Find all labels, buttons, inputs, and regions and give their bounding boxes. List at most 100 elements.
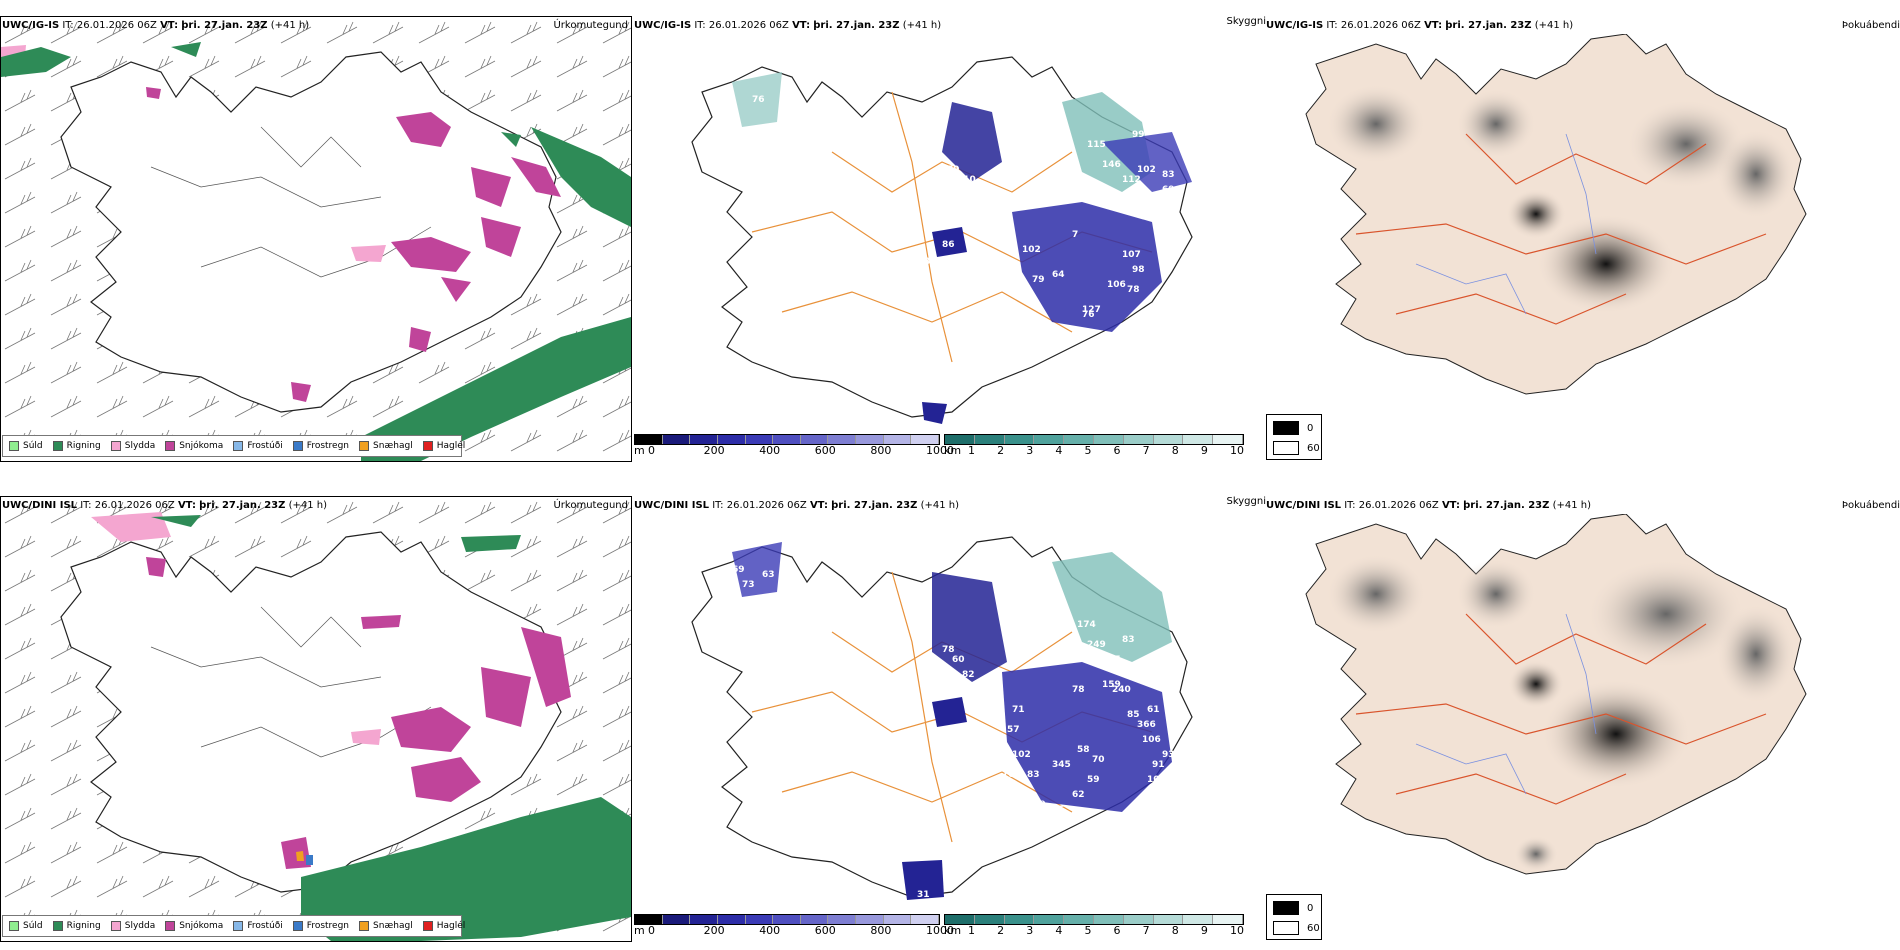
visibility-value-label: 61 [1147, 705, 1160, 715]
it-label: IT: [80, 500, 92, 511]
lead-time: (+41 h) [288, 500, 328, 511]
colorbar-tick-label: 1000 [926, 924, 954, 937]
colorbar-unit: m [634, 444, 645, 457]
colorbar-unit: km [944, 444, 962, 457]
colorbar-tick-label: 0 [648, 924, 655, 937]
vt-label: VT: [1441, 500, 1460, 511]
legend-item: Frostúði [233, 441, 283, 451]
colorbar-tick-label: 800 [870, 444, 892, 457]
colorbar-tick-label: 600 [814, 444, 836, 457]
model-name: UWC/DINI ISL [2, 500, 78, 511]
visibility-value-label: 109 [972, 705, 991, 715]
colorbar-cell [635, 915, 663, 924]
visibility-value-label: 85 [1052, 805, 1065, 815]
lead-time: (+41 h) [902, 20, 942, 31]
vt-label: VT: [177, 500, 196, 511]
lead-time: (+41 h) [1534, 20, 1574, 31]
fog-legend-item: 60 [1273, 921, 1320, 935]
fog-panel-top: UWC/IG-IS IT: 26.01.2026 06Z VT: þri. 27… [1266, 16, 1900, 462]
visibility-value-label: 102 [1137, 165, 1156, 175]
it-label: IT: [62, 20, 74, 31]
fog-map [1305, 514, 1807, 875]
panel-title: Þokuábendi [1841, 500, 1900, 511]
visibility-value-label: 133 [977, 685, 996, 695]
colorbar-cell [1183, 915, 1214, 924]
visibility-value-label: 83 [1027, 770, 1040, 780]
visibility-value-label: 93 [1162, 750, 1175, 760]
colorbar-cell [1034, 435, 1065, 444]
colorbar-tick-label: 4 [1055, 924, 1063, 937]
visibility-value-label: 115 [1087, 140, 1106, 150]
colorbar-tick-label: 10 [1230, 924, 1244, 937]
visibility-value-label: 110 [957, 175, 976, 185]
visibility-value-label: 130 [977, 210, 996, 220]
visibility-value-label: 149 [1027, 800, 1046, 810]
map-frame [0, 16, 632, 462]
it-value: 26.01.2026 06Z [1340, 20, 1421, 31]
colorbar-tick-label: 8 [1171, 444, 1179, 457]
visibility-value-label: 105 [962, 195, 981, 205]
colorbar-tick-label: 200 [703, 924, 725, 937]
legend-item: Frostúði [233, 921, 283, 931]
visibility-value-label: 106 [1107, 280, 1126, 290]
legend-item: Haglél [422, 921, 465, 931]
legend-item: Súld [9, 441, 43, 451]
visibility-patches [732, 72, 1192, 424]
model-name: UWC/DINI ISL [634, 500, 710, 511]
visibility-value-label: 102 [1022, 245, 1041, 255]
visibility-patches [732, 542, 1172, 900]
visibility-value-label: 31 [917, 890, 930, 900]
colorbar-cell [800, 435, 829, 444]
colorbar-cell [828, 915, 857, 924]
panel-header: UWC/IG-IS IT: 26.01.2026 06Z VT: þri. 27… [2, 20, 309, 32]
colorbar-cell [1093, 915, 1124, 924]
visibility-value-label: 83 [1122, 635, 1135, 645]
visibility-value-label: 81 [924, 257, 937, 267]
visibility-value-label: 159 [1102, 680, 1121, 690]
lead-time: (+41 h) [920, 500, 960, 511]
fog-legend-item: 0 [1273, 901, 1313, 915]
visibility-value-label: 49 [1102, 335, 1115, 345]
vt-label: VT: [809, 500, 828, 511]
colorbar-cell [911, 435, 940, 444]
visibility-value-label: 63 [762, 570, 775, 580]
colorbar-tick-label: 2 [997, 444, 1005, 457]
precip-legend: Súld Rigning Slydda Snjókoma Frostúði Fr… [2, 435, 465, 457]
colorbar-cell [717, 915, 746, 924]
map-frame [0, 496, 632, 942]
legend-item: Frostregn [292, 441, 349, 451]
precip-panel-bottom: UWC/DINI ISL IT: 26.01.2026 06Z VT: þri.… [0, 496, 632, 942]
colorbar-cell [1064, 435, 1094, 444]
visibility-value-label: 102 [1147, 775, 1166, 785]
colorbar-cell [1064, 915, 1094, 924]
colorbar-tick-label: 1 [968, 924, 975, 937]
colorbar-tick-label: 4 [1055, 444, 1063, 457]
it-value: 26.01.2026 06Z [726, 500, 807, 511]
visibility-value-label: 205 [1102, 655, 1121, 665]
colorbar-m: m 0 200 400 600 800 1000 [634, 914, 954, 942]
colorbar-tick-label: 3 [1026, 444, 1034, 457]
visibility-value-label: 86 [942, 240, 955, 250]
visibility-panel-bottom: UWC/DINI ISL IT: 26.01.2026 06Z VT: þri.… [632, 496, 1266, 942]
colorbar-unit: m [634, 924, 645, 937]
colorbar-cell [828, 435, 857, 444]
visibility-value-label: 11 [1167, 220, 1180, 230]
colorbar-tick-label: 9 [1200, 924, 1208, 937]
visibility-value-label: 70 [932, 730, 945, 740]
visibility-value-label: 237 [962, 730, 981, 740]
colorbar-tick-label: 400 [759, 444, 781, 457]
visibility-value-label: 59 [1087, 775, 1100, 785]
colorbar-m: m 0 200 400 600 800 1000 [634, 434, 954, 462]
colorbar-tick-label: 1 [968, 444, 975, 457]
visibility-value-label: 82 [962, 670, 975, 680]
colorbar-cell [800, 915, 829, 924]
colorbar-cell [773, 435, 801, 444]
vt-label: VT: [1424, 20, 1443, 31]
legend-item: Snjókoma [165, 441, 223, 451]
it-value: 26.01.2026 06Z [708, 20, 789, 31]
visibility-value-label: 81 [947, 725, 960, 735]
visibility-value-label: 366 [1137, 720, 1156, 730]
colorbar-tick-label: 8 [1171, 924, 1179, 937]
model-name: UWC/DINI ISL [1266, 500, 1342, 511]
